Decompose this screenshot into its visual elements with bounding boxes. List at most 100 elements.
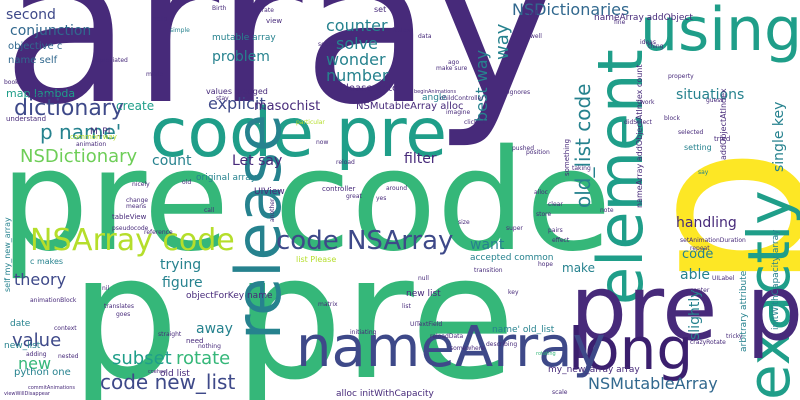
word-viewwilldisappear: viewWillDisappear [4,391,50,397]
word-figure: figure [162,275,203,291]
word-best-way: best way [472,49,491,122]
word-well: well [530,33,542,40]
word-want: want [470,237,505,253]
word-guess: guess [706,97,724,104]
word-setting: setting [684,143,712,152]
word-map-lambda: map lambda [6,87,76,100]
word-date: date [10,319,31,329]
word-nothing: nothing [198,343,221,350]
word-nicely: nicely [132,181,150,188]
word-now: now [316,139,329,146]
word-taking: taking [572,165,591,172]
word-childcontroller: childController [440,95,484,102]
word-ago: ago [448,59,460,66]
word-make: make [562,261,595,275]
word-nsmutablearray-alloc: NSMutableArray alloc [356,101,464,112]
word-somewhere: somewhere [450,345,485,352]
word-using: using [640,0,800,65]
word-beginanimations: beginAnimations [414,89,457,95]
word-angle: angle [422,93,447,103]
word-please-note: Please note [340,83,399,94]
word-name-old-list: name' old_list [492,325,555,335]
word-nested: nested [58,353,79,360]
word-tableview: tableView [112,213,147,221]
word-commitanimations: commitAnimations [28,385,75,391]
word-python-one: python one [14,367,71,378]
word-namearray-addobjectatindex: nameArray addObjectAtIndex count [635,64,644,209]
word-reload: reload [336,159,355,166]
word-matrix: matrix [318,301,338,308]
word-around: around [386,185,408,192]
word-uiview: UIView [254,187,285,197]
word-set: set [374,5,387,14]
word-selected: selected [678,129,704,136]
word-explicit: explicit [208,94,266,113]
word-accepted-common: accepted common [470,253,554,263]
word-new-list: new list [406,289,441,299]
word-m-pi: M_PI [90,127,111,137]
word-filter: filter [404,151,437,167]
word-another: another [269,198,276,222]
word-pairs: pairs [548,227,563,234]
word-block: block [664,115,680,122]
word-hope: hope [538,261,553,268]
word-coehoe: coehoe [148,369,167,375]
word-wonder: wonder [326,50,386,69]
word-way: way [492,23,513,60]
word-appreciated: appreciated [92,57,128,64]
word-new: new [18,354,52,373]
word-didselect: didSelect [624,119,652,126]
word-effect: effect [552,237,570,244]
word-imagine: imagine [446,109,471,116]
word-nsarray-code: NSArray code [30,223,235,258]
word-animationblock: animationBlock [30,297,77,304]
word-initiating: initiating [350,329,377,336]
word-code-small: code [682,247,714,262]
word-pre-code: pre code [0,120,612,283]
word-translates: translates [104,303,134,310]
word-solve: solve [336,34,378,53]
word-second: second [6,7,56,23]
word-original-array: original array [196,173,257,183]
word-mutable-array: mutable array [212,33,276,43]
word-self-my-new-array: self my_new_array [3,217,12,292]
word-values-dredged: values dredged [206,87,268,96]
word-data: data [418,33,432,40]
word-old-list-code: old_list code [571,83,595,208]
word-seems: seems [318,41,338,48]
word-cell: cell [524,9,538,18]
word-null: null [418,275,429,282]
word-situations: situations [676,87,745,103]
word-code-nsarray: code NSArray [276,226,454,256]
word-controller: controller [322,185,356,193]
word-handling: handling [676,215,737,231]
word-nil: nil [102,285,110,292]
word-understand: understand [6,115,47,123]
word-scale: scale [552,389,568,396]
word-dictionary: dictionary [14,96,124,121]
word-old: old [182,179,192,186]
word-make-sure: make sure [436,65,468,72]
word-thing: thing [648,43,664,50]
word-center: center [690,287,710,294]
word-yes: yes [376,195,387,202]
word-ignores: ignores [508,89,531,96]
word-rotating: rotating [536,351,556,357]
word-uilabel: UILabel [712,275,735,282]
word-simple: simple [170,27,190,34]
word-new-list-u: new_list [4,341,41,351]
word-repeat: repeat [690,245,710,252]
word-iterate: iterate [254,7,274,14]
word-particular: particular [296,119,325,126]
word-value: value [12,330,62,351]
word-trying: trying [160,257,202,273]
word-c-makes: c makes [30,257,64,266]
word-common-way: common way [70,133,117,141]
word-tried: tried [714,135,731,143]
word-view: view [266,17,283,25]
word-help: help [152,15,168,23]
word-property: property [668,73,694,80]
word-theory: theory [14,270,67,289]
word-subset: subset [112,348,172,369]
